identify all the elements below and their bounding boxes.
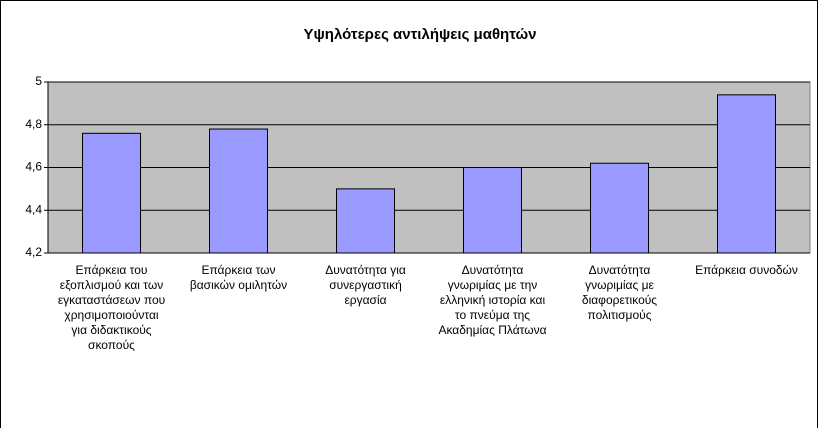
chart-title: Υψηλότερες αντιλήψεις μαθητών [304,26,537,43]
bar [82,132,141,254]
x-tick-label: Επάρκεια του εξοπλισμού και των εγκαταστ… [57,263,166,352]
x-tick-label: Δυνατότητα για συνεργαστική εργασία [325,263,406,307]
y-tick-label: 4,8 [25,117,42,131]
bar [590,162,649,254]
bar [717,94,776,254]
bar [336,188,395,254]
y-tick-label: 4,6 [25,160,42,174]
y-tick-label: 5 [35,74,42,88]
x-tick-label: Επάρκεια των βασικών ομιλητών [189,263,288,292]
y-tick-label: 4,4 [25,202,42,216]
y-tick-label: 4,2 [25,245,42,259]
bar [463,167,522,254]
bar [209,128,268,254]
x-tick-label: Επάρκεια συνοδών [695,263,798,277]
x-tick-label: Δυνατότητα γνωριμίας με διαφορετικούς πο… [581,263,658,322]
x-tick-label: Δυνατότητα γνωριμίας με την ελληνική ιστ… [438,263,547,337]
